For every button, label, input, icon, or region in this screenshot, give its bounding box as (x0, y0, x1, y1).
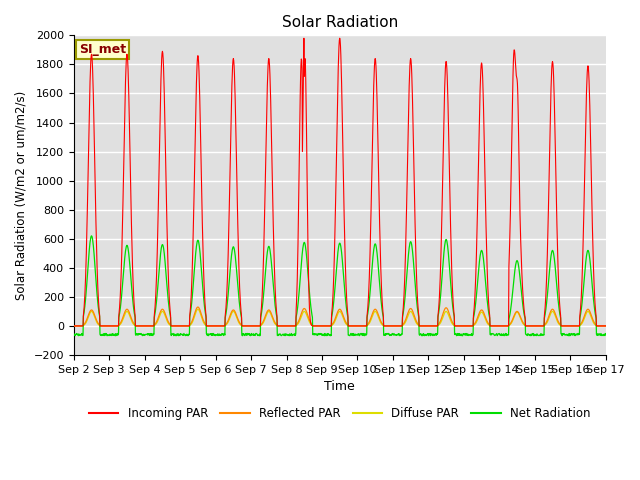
Text: SI_met: SI_met (79, 43, 126, 56)
Legend: Incoming PAR, Reflected PAR, Diffuse PAR, Net Radiation: Incoming PAR, Reflected PAR, Diffuse PAR… (84, 402, 595, 425)
Y-axis label: Solar Radiation (W/m2 or um/m2/s): Solar Radiation (W/m2 or um/m2/s) (15, 91, 28, 300)
X-axis label: Time: Time (324, 380, 355, 393)
Title: Solar Radiation: Solar Radiation (282, 15, 398, 30)
